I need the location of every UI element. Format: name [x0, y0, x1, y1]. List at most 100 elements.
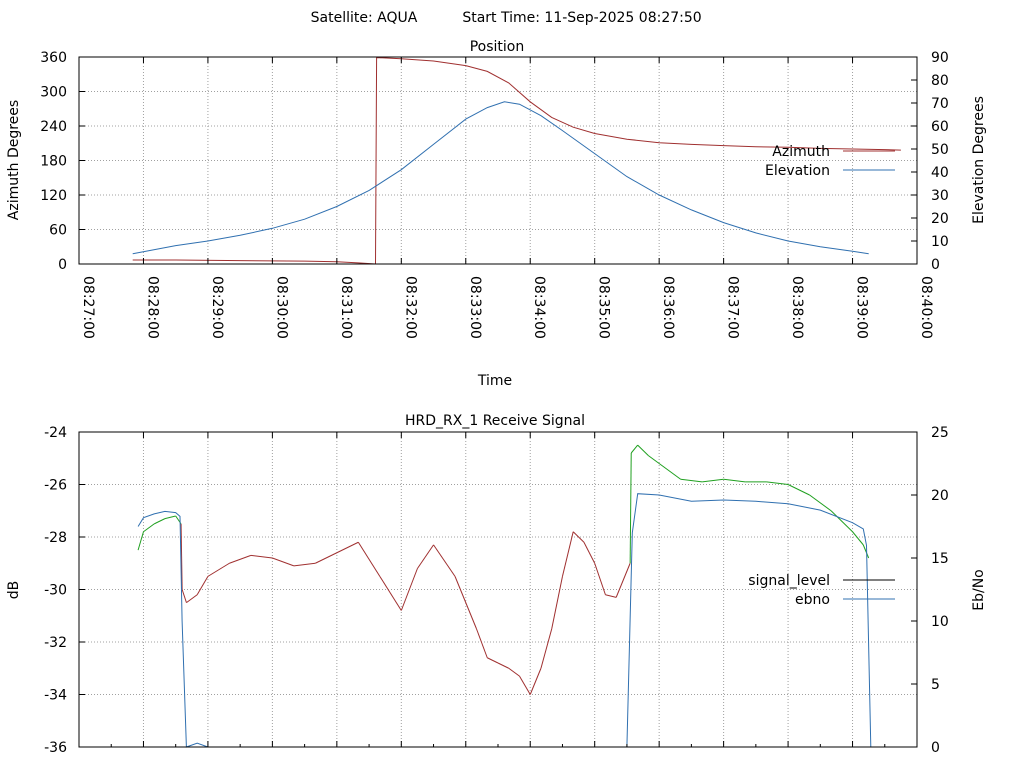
series-signal_level-segment	[852, 531, 864, 546]
receive-signal-chart-title: HRD_RX_1 Receive Signal	[405, 413, 585, 429]
legend-label-ebno: ebno	[795, 592, 830, 608]
receive-y2tick-label: 0	[931, 740, 940, 756]
series-signal_level-segment	[551, 576, 563, 629]
position-y2tick-label: 0	[931, 257, 940, 273]
position-xtick-label: 08:38:00	[789, 276, 805, 339]
series-signal_level-segment	[181, 589, 187, 603]
legend-label-azimuth: Azimuth	[772, 144, 830, 160]
series-signal_level-segment	[293, 562, 316, 567]
series-ebno-line	[137, 493, 872, 748]
series-signal_level-segment	[830, 510, 853, 533]
series-signal_level-segment	[658, 463, 681, 480]
position-plot-frame	[78, 56, 918, 265]
position-xtick-label: 08:27:00	[80, 276, 96, 339]
series-signal_level-segment	[615, 563, 631, 598]
series-signal_level-segment	[180, 523, 183, 590]
series-signal_level-segment	[143, 523, 155, 533]
series-signal_level-segment	[629, 452, 632, 564]
position-y2tick-label: 50	[931, 142, 949, 158]
series-signal_level-segment	[357, 541, 381, 577]
series-signal_level-segment	[379, 576, 402, 611]
series-signal_level-segment	[862, 544, 870, 559]
series-signal_level-segment	[250, 554, 273, 559]
series-signal_level-segment	[583, 542, 596, 564]
series-signal_level-segment	[476, 628, 488, 658]
position-y2tick-label: 30	[931, 188, 949, 204]
position-ytick-label: 0	[58, 257, 67, 273]
position-xtick-label: 08:36:00	[660, 276, 676, 339]
position-ytick-label: 180	[40, 154, 67, 170]
receive-ytick-label: -28	[44, 530, 67, 546]
series-signal_level-segment	[487, 657, 499, 664]
position-ytick-label: 60	[49, 223, 67, 239]
legend-label-signal-level: signal_level	[748, 573, 830, 589]
receive-ytick-label: -24	[44, 425, 67, 441]
series-signal_level-segment	[454, 576, 477, 630]
position-ytick-label: 300	[40, 85, 67, 101]
position-xtick-label: 08:33:00	[467, 276, 483, 339]
position-y2tick-label: 60	[931, 119, 949, 135]
receive-y2tick-label: 20	[931, 488, 949, 504]
series-signal_level-segment	[572, 531, 585, 543]
header-start-time: Start Time: 11-Sep-2025 08:27:50	[462, 10, 701, 26]
legend-label-elevation: Elevation	[765, 163, 830, 179]
position-xtick-label: 08:39:00	[854, 276, 870, 339]
series-signal_level-segment	[137, 531, 144, 551]
series-signal_level-segment	[196, 576, 209, 596]
series-signal_level-segment	[497, 662, 509, 669]
series-signal_level-segment	[540, 628, 553, 669]
position-xtick-label: 08:35:00	[596, 276, 612, 339]
receive-y2label: Eb/No	[971, 569, 987, 611]
series-signal_level-segment	[336, 541, 359, 554]
series-signal_level-segment	[433, 544, 456, 577]
position-ytick-label: 120	[40, 188, 67, 204]
receive-ytick-label: -30	[44, 583, 67, 599]
series-signal_level-segment	[809, 494, 832, 512]
receive-ytick-label: -26	[44, 478, 67, 494]
receive-y2tick-label: 10	[931, 614, 949, 630]
receive-signal-plot-frame	[78, 431, 918, 748]
receive-ylabel: dB	[6, 581, 22, 600]
position-y2tick-label: 20	[931, 211, 949, 227]
position-legend: Azimuth Elevation	[765, 144, 895, 179]
header-satellite: Satellite: AQUA	[311, 10, 418, 26]
series-signal_level-segment	[680, 478, 703, 483]
receive-ytick-label: -34	[44, 688, 67, 704]
receive-ytick-label: -32	[44, 635, 67, 651]
series-signal_level-segment	[400, 568, 418, 611]
position-ytick-label: 240	[40, 119, 67, 135]
position-chart: Position 08:27:00 08:28:00 08:29:00 08:30:0…	[6, 39, 987, 389]
series-signal_level-segment	[561, 531, 574, 577]
receive-signal-chart: HRD_RX_1 Receive Signal -24 -26 -28 -30 -32 -…	[6, 413, 987, 756]
position-y2label: Elevation Degrees	[971, 96, 987, 224]
series-signal_level-segment	[519, 675, 531, 695]
position-xtick-label: 08:30:00	[273, 276, 289, 339]
series-signal_level-segment	[508, 667, 520, 677]
series-signal_level-segment	[787, 484, 810, 496]
receive-legend: signal_level ebno	[748, 573, 895, 608]
series-signal_level-segment	[229, 554, 252, 564]
position-xtick-label: 08:34:00	[531, 276, 547, 339]
position-xtick-label: 08:28:00	[144, 276, 160, 339]
position-ytick-label: 360	[40, 50, 67, 66]
series-signal_level-segment	[417, 544, 434, 569]
series-signal_level-segment	[766, 481, 789, 485]
series-signal_level-segment	[594, 563, 606, 595]
series-signal_level-segment	[723, 478, 746, 483]
position-xtick-label: 08:31:00	[338, 276, 354, 339]
series-signal_level-segment	[164, 515, 176, 520]
position-y2tick-label: 40	[931, 165, 949, 181]
series-signal_level-segment	[529, 668, 542, 695]
series-signal_level-segment	[702, 478, 724, 483]
series-signal_level-segment	[630, 444, 639, 454]
position-xtick-label: 08:32:00	[402, 276, 418, 339]
position-y2tick-label: 80	[931, 73, 949, 89]
series-signal_level-segment	[153, 518, 166, 525]
series-signal_level-segment	[272, 557, 295, 567]
position-chart-title: Position	[470, 39, 525, 55]
series-elevation-line	[132, 101, 869, 255]
position-y2tick-label: 10	[931, 234, 949, 250]
series-signal_level-segment	[207, 562, 230, 577]
receive-ytick-label: -36	[44, 740, 67, 756]
series-signal_level-segment	[648, 455, 660, 464]
